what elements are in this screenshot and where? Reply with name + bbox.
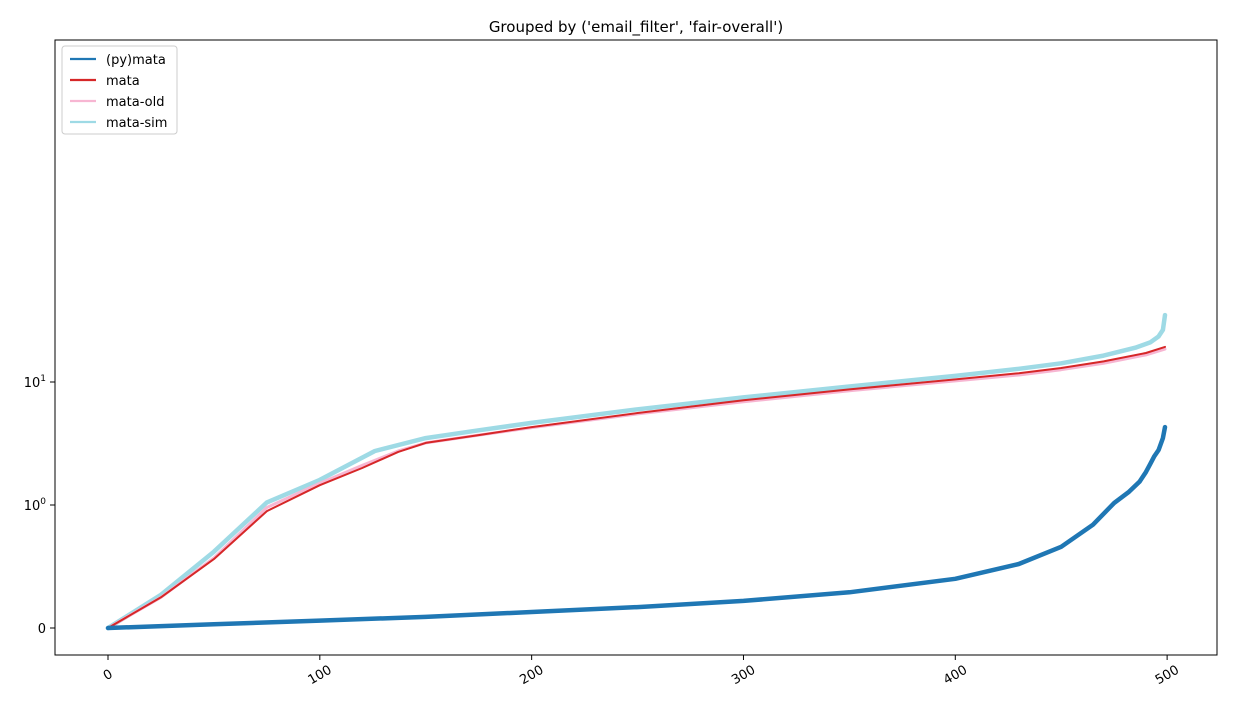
y-tick-label: 100 bbox=[24, 497, 47, 514]
x-tick-label: 500 bbox=[1153, 663, 1182, 688]
series-line-mata-old bbox=[106, 347, 1167, 630]
series-line-mata bbox=[107, 345, 1166, 629]
chart-title: Grouped by ('email_filter', 'fair-overal… bbox=[489, 18, 783, 37]
legend-box bbox=[61, 45, 178, 135]
legend-label: mata-sim bbox=[106, 116, 167, 131]
x-tick-label: 300 bbox=[729, 663, 758, 688]
plot-frame bbox=[54, 39, 1218, 656]
legend: (py)mata mata mata-old mata-sim bbox=[61, 45, 178, 135]
y-tick-label: 101 bbox=[24, 374, 46, 391]
plot-area bbox=[105, 312, 1168, 631]
series-line-py-mata bbox=[105, 424, 1168, 631]
y-axis: 0 100 101 bbox=[24, 374, 55, 637]
legend-label: mata-old bbox=[106, 95, 164, 110]
y-tick-label: 0 bbox=[38, 622, 46, 637]
legend-label: (py)mata bbox=[106, 53, 166, 68]
x-tick-label: 400 bbox=[941, 663, 970, 688]
series-line-mata-sim bbox=[105, 312, 1168, 631]
x-tick-label: 200 bbox=[517, 663, 546, 688]
x-tick-label: 0 bbox=[101, 667, 116, 684]
x-tick-label: 100 bbox=[306, 663, 335, 688]
legend-label: mata bbox=[106, 74, 140, 89]
x-axis: 0 100 200 300 400 500 bbox=[101, 655, 1182, 688]
